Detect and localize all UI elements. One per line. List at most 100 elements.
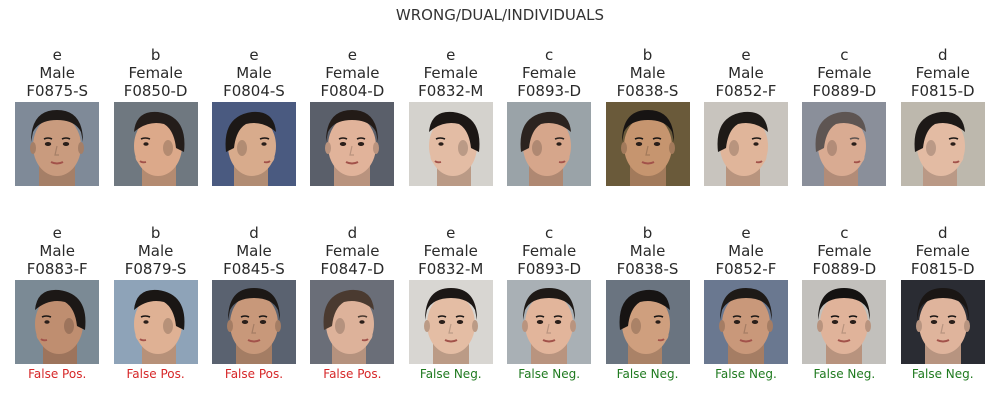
face-cell: e Female F0832-M False Neg. [402, 224, 500, 382]
face-cell: b Female F0850-D [106, 46, 204, 186]
face-cell: b Male F0838-S False Neg. [598, 224, 696, 382]
id-label: F0893-D [517, 82, 582, 100]
class-label: e [741, 46, 751, 64]
id-label: F0815-D [910, 260, 975, 278]
gender-label: Male [629, 64, 666, 82]
face-photo [900, 280, 985, 364]
gender-label: Female [817, 64, 872, 82]
error-type-label: False Pos. [224, 367, 284, 381]
class-label: c [840, 46, 849, 64]
face-photo [113, 280, 198, 364]
face-cell: d Female F0815-D [894, 46, 992, 186]
face-photo [408, 280, 493, 364]
error-type-label: False Neg. [813, 367, 876, 381]
face-photo [113, 102, 198, 186]
class-label: e [741, 224, 751, 242]
gender-label: Male [728, 242, 764, 260]
class-label: b [150, 46, 161, 64]
probe-row: e Male F0875-S b Female F0850-D e Male F0804-S e F… [8, 46, 992, 186]
class-label: c [545, 224, 554, 242]
class-label: c [545, 46, 554, 64]
class-label: b [642, 46, 653, 64]
face-cell: e Male F0875-S [8, 46, 106, 186]
class-label: d [347, 224, 358, 242]
id-label: F0838-S [616, 82, 679, 100]
gender-label: Female [915, 64, 970, 82]
gender-label: Male [728, 64, 764, 82]
error-type-label: False Neg. [419, 367, 482, 381]
face-photo [802, 102, 887, 186]
id-label: F0832-M [418, 82, 484, 100]
id-label: F0832-M [418, 260, 484, 278]
face-photo [310, 280, 395, 364]
class-label: d [249, 224, 259, 242]
error-type-label: False Pos. [28, 367, 87, 381]
face-photo [507, 280, 592, 364]
face-cell: e Male F0883-F False Pos. [8, 224, 106, 382]
id-label: F0893-D [517, 260, 582, 278]
face-cell: e Male F0852-F [697, 46, 795, 186]
class-label: d [937, 46, 948, 64]
class-label: e [249, 46, 259, 64]
face-cell: e Male F0852-F False Neg. [697, 224, 795, 382]
face-cell: d Male F0845-S False Pos. [205, 224, 303, 382]
id-label: F0883-F [26, 260, 88, 278]
gender-label: Female [423, 242, 478, 260]
class-label: d [937, 224, 948, 242]
face-cell: b Male F0879-S False Pos. [106, 224, 204, 382]
gender-label: Female [915, 242, 970, 260]
id-label: F0845-S [223, 260, 285, 278]
id-label: F0838-S [616, 260, 679, 278]
face-photo [211, 102, 296, 186]
class-label: e [52, 224, 62, 242]
face-photo [703, 280, 788, 364]
id-label: F0815-D [910, 82, 975, 100]
gender-label: Female [817, 242, 872, 260]
gender-label: Female [325, 64, 380, 82]
id-label: F0804-S [223, 82, 285, 100]
gender-label: Male [39, 242, 75, 260]
class-label: b [642, 224, 653, 242]
error-type-label: False Pos. [126, 367, 185, 381]
gender-label: Male [39, 64, 75, 82]
face-cell: c Female F0893-D [500, 46, 598, 186]
id-label: F0847-D [320, 260, 385, 278]
gender-label: Male [236, 242, 272, 260]
face-photo [408, 102, 493, 186]
face-cell: d Female F0847-D False Pos. [303, 224, 401, 382]
error-type-label: False Neg. [518, 367, 581, 381]
class-label: c [840, 224, 849, 242]
id-label: F0850-D [123, 82, 188, 100]
face-photo [310, 102, 395, 186]
class-label: e [446, 46, 456, 64]
gender-label: Male [629, 242, 666, 260]
face-photo [211, 280, 296, 364]
face-cell: c Female F0893-D False Neg. [500, 224, 598, 382]
id-label: F0889-D [812, 260, 877, 278]
face-photo [703, 102, 788, 186]
class-label: e [347, 46, 357, 64]
face-photo [900, 102, 985, 186]
face-photo [605, 280, 690, 364]
id-label: F0852-F [715, 82, 777, 100]
gender-label: Female [325, 242, 380, 260]
gender-label: Female [128, 64, 183, 82]
face-cell: c Female F0889-D False Neg. [795, 224, 893, 382]
face-photo [507, 102, 592, 186]
face-photo [15, 102, 100, 186]
face-cell: e Male F0804-S [205, 46, 303, 186]
face-photo [802, 280, 887, 364]
id-label: F0875-S [26, 82, 89, 100]
id-label: F0879-S [124, 260, 187, 278]
face-cell: e Female F0804-D [303, 46, 401, 186]
face-cell: d Female F0815-D False Neg. [894, 224, 992, 382]
error-type-label: False Pos. [323, 367, 382, 381]
error-type-label: False Neg. [911, 367, 974, 381]
match-row: e Male F0883-F False Pos. b Male F0879-S False … [8, 224, 992, 382]
class-label: e [446, 224, 456, 242]
face-photo [605, 102, 690, 186]
gender-label: Female [522, 64, 577, 82]
gender-label: Male [236, 64, 272, 82]
error-type-label: False Neg. [715, 367, 777, 381]
id-label: F0852-F [715, 260, 777, 278]
